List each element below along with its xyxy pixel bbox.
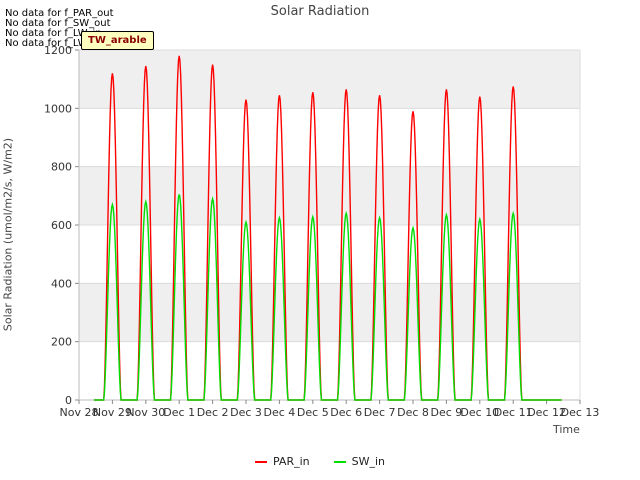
legend-item-sw-in: SW_in <box>333 455 386 468</box>
legend-swatch-sw-in <box>333 460 346 463</box>
y-tick-label: 600 <box>51 219 72 232</box>
x-axis-label: Time <box>553 423 580 436</box>
no-data-message: No data for f_SW_out <box>5 18 111 29</box>
x-tick-label: Dec 8 <box>397 406 429 419</box>
x-tick-label: Nov 29 <box>93 406 132 419</box>
y-tick-label: 1200 <box>44 44 72 57</box>
chart-title: Solar Radiation <box>270 4 370 19</box>
plot-band <box>79 50 580 109</box>
x-tick-label: Dec 2 <box>197 406 229 419</box>
x-tick-label: Dec 12 <box>527 406 566 419</box>
x-tick-label: Dec 13 <box>561 406 600 419</box>
y-tick-label: 1000 <box>44 102 72 115</box>
legend-label-par-in: PAR_in <box>272 455 310 468</box>
site-badge: TW_arable <box>81 31 154 50</box>
legend: PAR_in SW_in <box>0 455 640 468</box>
x-tick-label: Dec 7 <box>364 406 396 419</box>
x-tick-label: Dec 10 <box>460 406 499 419</box>
x-tick-label: Dec 9 <box>431 406 463 419</box>
plot-band <box>79 283 580 342</box>
x-tick-label: Dec 4 <box>264 406 296 419</box>
y-tick-label: 0 <box>65 394 72 407</box>
no-data-message: No data for f_LW_in <box>5 28 102 39</box>
x-tick-label: Dec 1 <box>163 406 195 419</box>
y-tick-label: 800 <box>51 161 72 174</box>
y-axis-label: Solar Radiation (umol/m2/s, W/m2) <box>1 137 15 332</box>
legend-item-par-in: PAR_in <box>254 455 310 468</box>
no-data-message: No data for f_PAR_out <box>5 8 114 19</box>
x-tick-label: Dec 5 <box>297 406 329 419</box>
series-line-par-in <box>94 55 562 401</box>
y-tick-label: 400 <box>51 277 72 290</box>
y-tick-label: 200 <box>51 336 72 349</box>
x-tick-label: Dec 6 <box>330 406 362 419</box>
legend-label-sw-in: SW_in <box>351 455 386 468</box>
x-tick-label: Nov 30 <box>126 406 165 419</box>
plot-band <box>79 166 580 225</box>
x-tick-label: Dec 11 <box>494 406 533 419</box>
no-data-message: No data for f_LW_out <box>5 38 109 49</box>
legend-swatch-par-in <box>254 460 267 463</box>
x-tick-label: Nov 28 <box>60 406 99 419</box>
series-line-sw-in <box>94 194 562 401</box>
x-tick-label: Dec 3 <box>230 406 262 419</box>
